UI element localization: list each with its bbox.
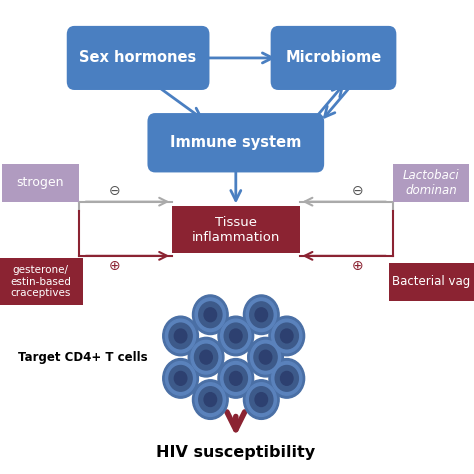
- Circle shape: [169, 323, 192, 349]
- Circle shape: [199, 387, 222, 412]
- Circle shape: [246, 298, 276, 332]
- Circle shape: [272, 362, 302, 395]
- Circle shape: [191, 340, 221, 374]
- Circle shape: [250, 302, 273, 328]
- Text: HIV susceptibility: HIV susceptibility: [156, 445, 315, 460]
- Circle shape: [194, 344, 218, 370]
- Circle shape: [281, 329, 293, 343]
- Circle shape: [224, 323, 247, 349]
- Text: Lactobaci
dominan: Lactobaci dominan: [403, 169, 459, 197]
- Bar: [389, 263, 474, 301]
- Circle shape: [255, 392, 267, 407]
- Bar: [393, 164, 469, 201]
- Circle shape: [165, 362, 196, 395]
- Circle shape: [174, 329, 187, 343]
- Text: ⊖: ⊖: [352, 184, 363, 198]
- Circle shape: [259, 350, 272, 364]
- Circle shape: [272, 319, 302, 353]
- Bar: [0, 258, 83, 305]
- Circle shape: [269, 316, 305, 356]
- Circle shape: [246, 383, 276, 416]
- Text: Sex hormones: Sex hormones: [80, 50, 197, 65]
- Circle shape: [250, 340, 281, 374]
- Text: Bacterial vag: Bacterial vag: [392, 275, 470, 288]
- Text: Tissue
inflammation: Tissue inflammation: [191, 216, 280, 244]
- Circle shape: [244, 380, 279, 419]
- Circle shape: [195, 298, 226, 332]
- Circle shape: [195, 383, 226, 416]
- Circle shape: [269, 358, 305, 398]
- Circle shape: [165, 319, 196, 353]
- FancyBboxPatch shape: [147, 113, 324, 173]
- Circle shape: [204, 308, 217, 322]
- Circle shape: [275, 365, 298, 391]
- Circle shape: [224, 365, 247, 391]
- Text: gesterone/
estin-based
craceptives: gesterone/ estin-based craceptives: [10, 265, 71, 298]
- Text: ⊖: ⊖: [109, 184, 120, 198]
- Circle shape: [254, 344, 277, 370]
- FancyBboxPatch shape: [271, 26, 396, 90]
- Circle shape: [218, 316, 254, 356]
- Circle shape: [244, 295, 279, 335]
- Circle shape: [218, 358, 254, 398]
- Text: Microbiome: Microbiome: [285, 50, 382, 65]
- Circle shape: [163, 358, 199, 398]
- Circle shape: [229, 372, 242, 385]
- Circle shape: [163, 316, 199, 356]
- Text: strogen: strogen: [17, 176, 64, 189]
- Circle shape: [220, 362, 251, 395]
- Circle shape: [220, 319, 251, 353]
- Circle shape: [248, 337, 283, 377]
- Circle shape: [250, 387, 273, 412]
- Text: Immune system: Immune system: [170, 135, 301, 150]
- Bar: [2, 164, 79, 201]
- Circle shape: [174, 372, 187, 385]
- Circle shape: [192, 380, 228, 419]
- Circle shape: [204, 392, 217, 407]
- Text: ⊕: ⊕: [109, 259, 120, 273]
- Circle shape: [188, 337, 224, 377]
- Text: Target CD4+ T cells: Target CD4+ T cells: [18, 351, 148, 364]
- Circle shape: [275, 323, 298, 349]
- Text: ⊕: ⊕: [352, 259, 363, 273]
- Circle shape: [281, 372, 293, 385]
- Circle shape: [255, 308, 267, 322]
- Circle shape: [192, 295, 228, 335]
- Circle shape: [199, 302, 222, 328]
- Circle shape: [229, 329, 242, 343]
- Circle shape: [169, 365, 192, 391]
- Circle shape: [200, 350, 212, 364]
- Bar: [172, 206, 300, 254]
- FancyBboxPatch shape: [67, 26, 210, 90]
